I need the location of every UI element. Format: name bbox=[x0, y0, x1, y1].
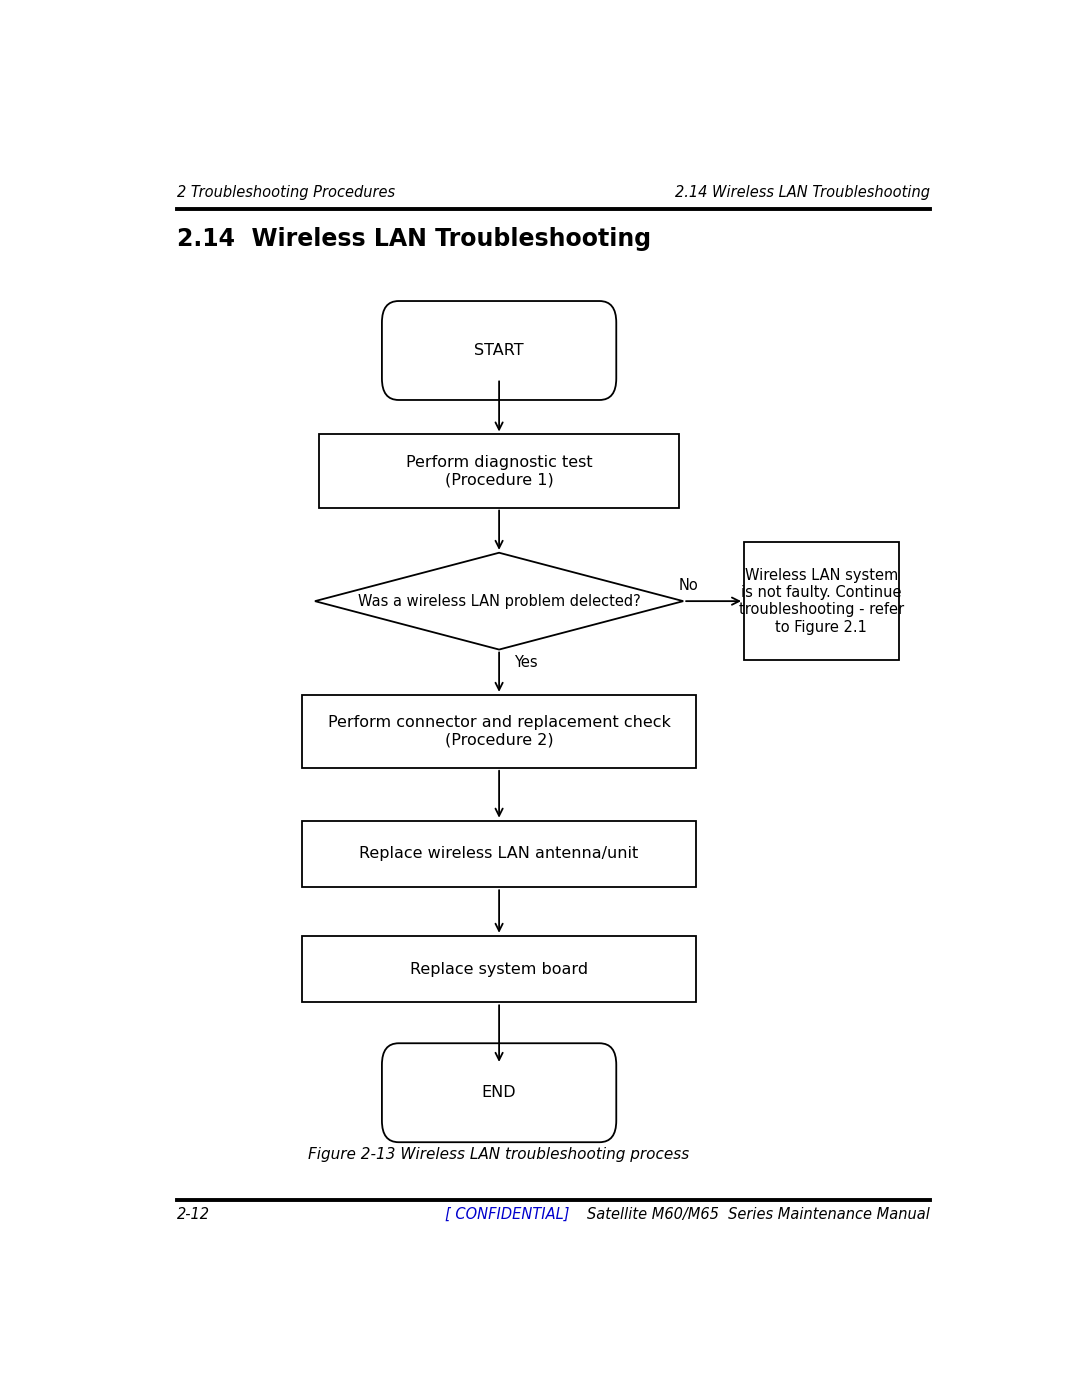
Text: Wireless LAN system
is not faulty. Continue
troubleshooting - refer
to Figure 2.: Wireless LAN system is not faulty. Conti… bbox=[739, 567, 904, 634]
Bar bbox=[302, 936, 696, 1003]
Text: Yes: Yes bbox=[514, 655, 538, 671]
Bar bbox=[302, 820, 696, 887]
Text: 2 Troubleshooting Procedures: 2 Troubleshooting Procedures bbox=[177, 184, 395, 200]
Text: 2.14 Wireless LAN Troubleshooting: 2.14 Wireless LAN Troubleshooting bbox=[675, 184, 930, 200]
Text: 2-12: 2-12 bbox=[177, 1207, 210, 1222]
Text: Satellite M60/M65  Series Maintenance Manual: Satellite M60/M65 Series Maintenance Man… bbox=[588, 1207, 930, 1222]
Text: Replace wireless LAN antenna/unit: Replace wireless LAN antenna/unit bbox=[360, 847, 638, 862]
Text: No: No bbox=[678, 577, 699, 592]
Polygon shape bbox=[315, 553, 684, 650]
Bar bbox=[320, 434, 679, 507]
Bar bbox=[744, 542, 899, 661]
Text: Replace system board: Replace system board bbox=[410, 961, 589, 977]
Text: Figure 2-13 Wireless LAN troubleshooting process: Figure 2-13 Wireless LAN troubleshooting… bbox=[309, 1147, 690, 1161]
Bar bbox=[302, 694, 696, 768]
Text: Perform connector and replacement check
(Procedure 2): Perform connector and replacement check … bbox=[327, 715, 671, 747]
Text: [ CONFIDENTIAL]: [ CONFIDENTIAL] bbox=[445, 1207, 569, 1222]
Text: Perform diagnostic test
(Procedure 1): Perform diagnostic test (Procedure 1) bbox=[406, 455, 593, 488]
Text: END: END bbox=[482, 1085, 516, 1101]
FancyBboxPatch shape bbox=[382, 1044, 617, 1143]
FancyBboxPatch shape bbox=[382, 300, 617, 400]
Text: Was a wireless LAN problem delected?: Was a wireless LAN problem delected? bbox=[357, 594, 640, 609]
Text: 2.14  Wireless LAN Troubleshooting: 2.14 Wireless LAN Troubleshooting bbox=[177, 226, 651, 251]
Text: START: START bbox=[474, 344, 524, 358]
